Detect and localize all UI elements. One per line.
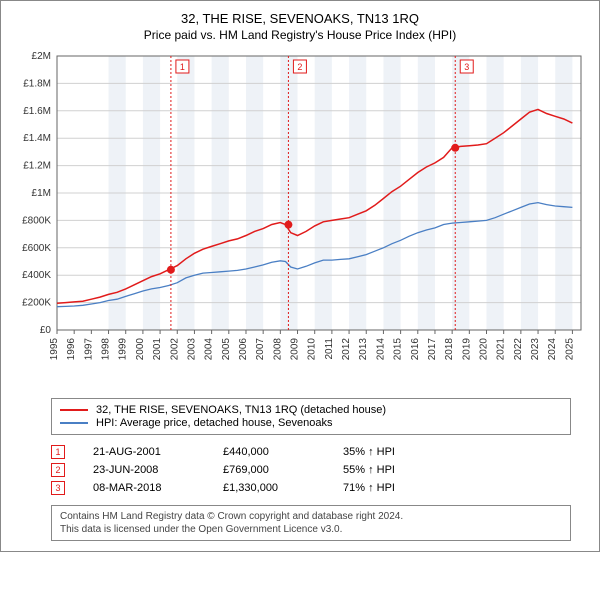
svg-text:3: 3 [464, 62, 469, 72]
svg-text:2014: 2014 [375, 338, 386, 361]
transaction-pct-vs-hpi: 71% ↑ HPI [343, 482, 571, 494]
svg-text:£0: £0 [40, 325, 52, 336]
svg-text:£1.6M: £1.6M [23, 106, 51, 117]
transactions-table: 1 21-AUG-2001£440,00035% ↑ HPI 2 23-JUN-200… [51, 445, 571, 495]
svg-text:2002: 2002 [169, 338, 180, 361]
chart-title: 32, THE RISE, SEVENOAKS, TN13 1RQ [11, 11, 589, 26]
legend-swatch [60, 422, 88, 424]
svg-text:£1.8M: £1.8M [23, 78, 51, 89]
svg-text:2025: 2025 [564, 338, 575, 361]
svg-text:£200K: £200K [22, 298, 51, 309]
svg-text:2000: 2000 [135, 338, 146, 361]
svg-text:2015: 2015 [393, 338, 404, 361]
chart-subtitle: Price paid vs. HM Land Registry's House … [11, 28, 589, 42]
svg-text:1995: 1995 [49, 338, 60, 361]
svg-text:2012: 2012 [341, 338, 352, 361]
transaction-marker-number: 2 [51, 463, 65, 477]
transaction-marker-number: 3 [51, 481, 65, 495]
transaction-price: £769,000 [223, 464, 343, 476]
svg-text:£1.2M: £1.2M [23, 161, 51, 172]
legend-item: 32, THE RISE, SEVENOAKS, TN13 1RQ (detac… [60, 404, 562, 416]
transaction-date: 23-JUN-2008 [93, 464, 223, 476]
transaction-price: £1,330,000 [223, 482, 343, 494]
transaction-row: 1 21-AUG-2001£440,00035% ↑ HPI [51, 445, 571, 459]
svg-text:2008: 2008 [272, 338, 283, 361]
svg-text:1: 1 [180, 62, 185, 72]
attribution-box: Contains HM Land Registry data © Crown c… [51, 505, 571, 541]
transaction-pct-vs-hpi: 35% ↑ HPI [343, 446, 571, 458]
svg-text:2024: 2024 [547, 338, 558, 361]
transaction-pct-vs-hpi: 55% ↑ HPI [343, 464, 571, 476]
svg-text:2003: 2003 [186, 338, 197, 361]
transaction-date: 21-AUG-2001 [93, 446, 223, 458]
legend-box: 32, THE RISE, SEVENOAKS, TN13 1RQ (detac… [51, 398, 571, 435]
svg-text:2018: 2018 [444, 338, 455, 361]
chart-area: £0 £200K £400K £600K £800K £1M £1.2M £1.4M £1.6M… [11, 50, 586, 390]
transaction-price: £440,000 [223, 446, 343, 458]
svg-text:2013: 2013 [358, 338, 369, 361]
svg-text:2007: 2007 [255, 338, 266, 361]
svg-text:2004: 2004 [204, 338, 215, 361]
svg-text:2019: 2019 [461, 338, 472, 361]
svg-text:2011: 2011 [324, 338, 335, 360]
legend-label: 32, THE RISE, SEVENOAKS, TN13 1RQ (detac… [96, 404, 386, 416]
chart-container: 32, THE RISE, SEVENOAKS, TN13 1RQ Price … [0, 0, 600, 552]
svg-text:£600K: £600K [22, 243, 51, 254]
svg-text:2: 2 [297, 62, 302, 72]
svg-text:2022: 2022 [513, 338, 524, 361]
svg-text:£400K: £400K [22, 270, 51, 281]
svg-text:£1.4M: £1.4M [23, 133, 51, 144]
svg-text:1998: 1998 [101, 338, 112, 361]
svg-text:1999: 1999 [118, 338, 129, 361]
transaction-date: 08-MAR-2018 [93, 482, 223, 494]
legend-item: HPI: Average price, detached house, Seve… [60, 417, 562, 429]
svg-text:2010: 2010 [307, 338, 318, 361]
transaction-marker-number: 1 [51, 445, 65, 459]
svg-text:2016: 2016 [410, 338, 421, 361]
svg-text:2017: 2017 [427, 338, 438, 361]
line-chart: £0 £200K £400K £600K £800K £1M £1.2M £1.4M £1.6M… [11, 50, 586, 390]
svg-text:2020: 2020 [479, 338, 490, 361]
legend-swatch [60, 409, 88, 411]
svg-text:2021: 2021 [496, 338, 507, 361]
attribution-line-2: This data is licensed under the Open Gov… [60, 523, 562, 536]
svg-text:2005: 2005 [221, 338, 232, 361]
svg-text:1996: 1996 [66, 338, 77, 361]
transaction-row: 2 23-JUN-2008£769,00055% ↑ HPI [51, 463, 571, 477]
svg-text:1997: 1997 [83, 338, 94, 361]
svg-text:2009: 2009 [290, 338, 301, 361]
svg-text:£1M: £1M [32, 188, 51, 199]
svg-text:2023: 2023 [530, 338, 541, 361]
svg-text:£2M: £2M [32, 51, 51, 62]
transaction-row: 3 08-MAR-2018£1,330,00071% ↑ HPI [51, 481, 571, 495]
svg-text:2006: 2006 [238, 338, 249, 361]
svg-text:2001: 2001 [152, 338, 163, 361]
attribution-line-1: Contains HM Land Registry data © Crown c… [60, 510, 562, 523]
legend-label: HPI: Average price, detached house, Seve… [96, 417, 332, 429]
svg-text:£800K: £800K [22, 215, 51, 226]
